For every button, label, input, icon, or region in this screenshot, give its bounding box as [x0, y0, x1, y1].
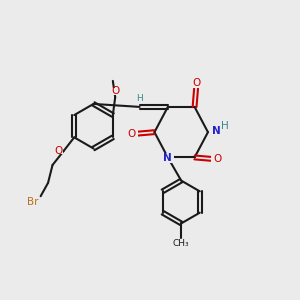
Text: H: H: [221, 121, 229, 130]
Text: O: O: [54, 146, 63, 156]
Bar: [25, 197, 40, 206]
Bar: [210, 126, 223, 136]
Bar: [174, 239, 189, 248]
Bar: [189, 78, 203, 88]
Text: CH₃: CH₃: [173, 239, 190, 248]
Text: N: N: [163, 153, 172, 163]
Bar: [134, 96, 143, 102]
Text: Br: Br: [27, 196, 38, 207]
Bar: [111, 88, 120, 95]
Bar: [124, 129, 138, 138]
Text: N: N: [212, 126, 221, 136]
Bar: [54, 147, 63, 154]
Bar: [161, 153, 174, 163]
Text: O: O: [192, 78, 200, 88]
Text: O: O: [214, 154, 222, 164]
Bar: [218, 121, 231, 130]
Text: H: H: [136, 94, 142, 103]
Text: O: O: [127, 129, 135, 139]
Bar: [211, 154, 224, 164]
Text: O: O: [111, 86, 119, 96]
